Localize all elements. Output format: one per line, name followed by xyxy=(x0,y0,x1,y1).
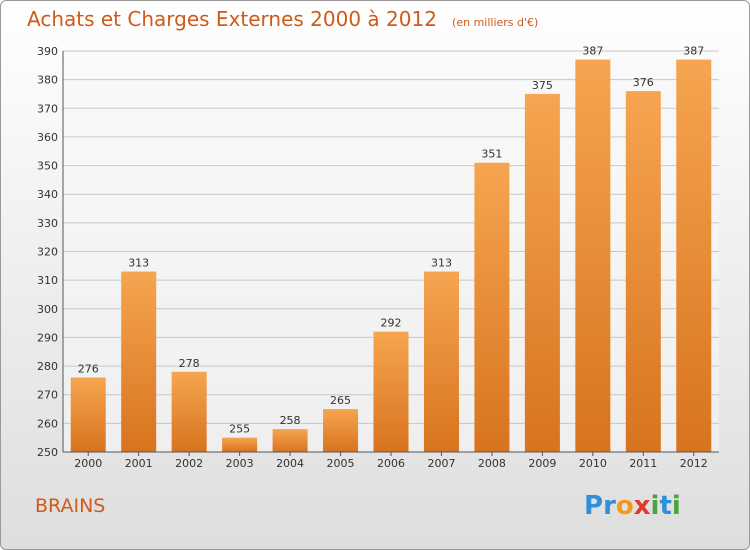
y-tick-label: 330 xyxy=(37,217,58,230)
x-tick-label: 2000 xyxy=(74,457,102,470)
data-label: 387 xyxy=(582,45,603,58)
logo-letter: t xyxy=(659,491,672,521)
bar xyxy=(373,331,409,452)
logo-letter: x xyxy=(633,491,651,521)
x-tick-label: 2003 xyxy=(226,457,254,470)
y-tick-label: 390 xyxy=(37,45,58,58)
x-tick-label: 2002 xyxy=(175,457,203,470)
y-tick-label: 290 xyxy=(37,331,58,344)
x-tick-label: 2001 xyxy=(125,457,153,470)
bar xyxy=(575,59,611,452)
y-tick-label: 280 xyxy=(37,360,58,373)
bar xyxy=(70,377,106,452)
data-label: 313 xyxy=(128,257,149,270)
bar xyxy=(121,271,157,452)
y-tick-label: 370 xyxy=(37,102,58,115)
unit-note: (en milliers d'€) xyxy=(452,16,539,29)
logo-letter: i xyxy=(671,491,681,521)
y-tick-label: 260 xyxy=(37,417,58,430)
logo-letter: P xyxy=(584,491,604,521)
logo-letter: r xyxy=(603,491,616,521)
y-tick-label: 320 xyxy=(37,246,58,259)
bar xyxy=(423,271,459,452)
y-tick-label: 270 xyxy=(37,389,58,402)
bar xyxy=(524,93,560,452)
x-tick-label: 2011 xyxy=(629,457,657,470)
bar xyxy=(272,429,308,452)
proxiti-logo: Proxiti xyxy=(584,491,681,525)
data-label: 351 xyxy=(481,148,502,161)
data-label: 278 xyxy=(179,357,200,370)
y-tick-label: 380 xyxy=(37,74,58,87)
data-label: 265 xyxy=(330,394,351,407)
bar xyxy=(625,91,661,452)
data-label: 387 xyxy=(683,45,704,58)
x-tick-label: 2008 xyxy=(478,457,506,470)
y-tick-label: 340 xyxy=(37,188,58,201)
data-label: 276 xyxy=(78,363,99,376)
y-tick-label: 360 xyxy=(37,131,58,144)
x-tick-label: 2012 xyxy=(680,457,708,470)
bar xyxy=(676,59,712,452)
data-label: 313 xyxy=(431,257,452,270)
bar xyxy=(171,371,207,452)
x-tick-label: 2009 xyxy=(528,457,556,470)
bar xyxy=(323,409,359,452)
logo-letter: i xyxy=(650,491,660,521)
logo-letter: o xyxy=(615,491,634,521)
x-tick-label: 2010 xyxy=(579,457,607,470)
x-tick-label: 2006 xyxy=(377,457,405,470)
y-tick-label: 250 xyxy=(37,446,58,459)
bar xyxy=(222,437,258,452)
data-label: 375 xyxy=(532,79,553,92)
bar xyxy=(474,162,510,452)
data-label: 292 xyxy=(381,317,402,330)
y-tick-label: 300 xyxy=(37,303,58,316)
data-label: 376 xyxy=(633,76,654,89)
chart-title-text: Achats et Charges Externes 2000 à 2012 xyxy=(27,7,437,31)
chart-title: Achats et Charges Externes 2000 à 2012 (… xyxy=(27,7,538,31)
commune-name: BRAINS xyxy=(35,495,106,517)
x-tick-label: 2007 xyxy=(427,457,455,470)
x-tick-label: 2004 xyxy=(276,457,304,470)
data-label: 258 xyxy=(280,414,301,427)
y-tick-label: 310 xyxy=(37,274,58,287)
x-tick-label: 2005 xyxy=(327,457,355,470)
data-label: 255 xyxy=(229,423,250,436)
y-tick-label: 350 xyxy=(37,160,58,173)
